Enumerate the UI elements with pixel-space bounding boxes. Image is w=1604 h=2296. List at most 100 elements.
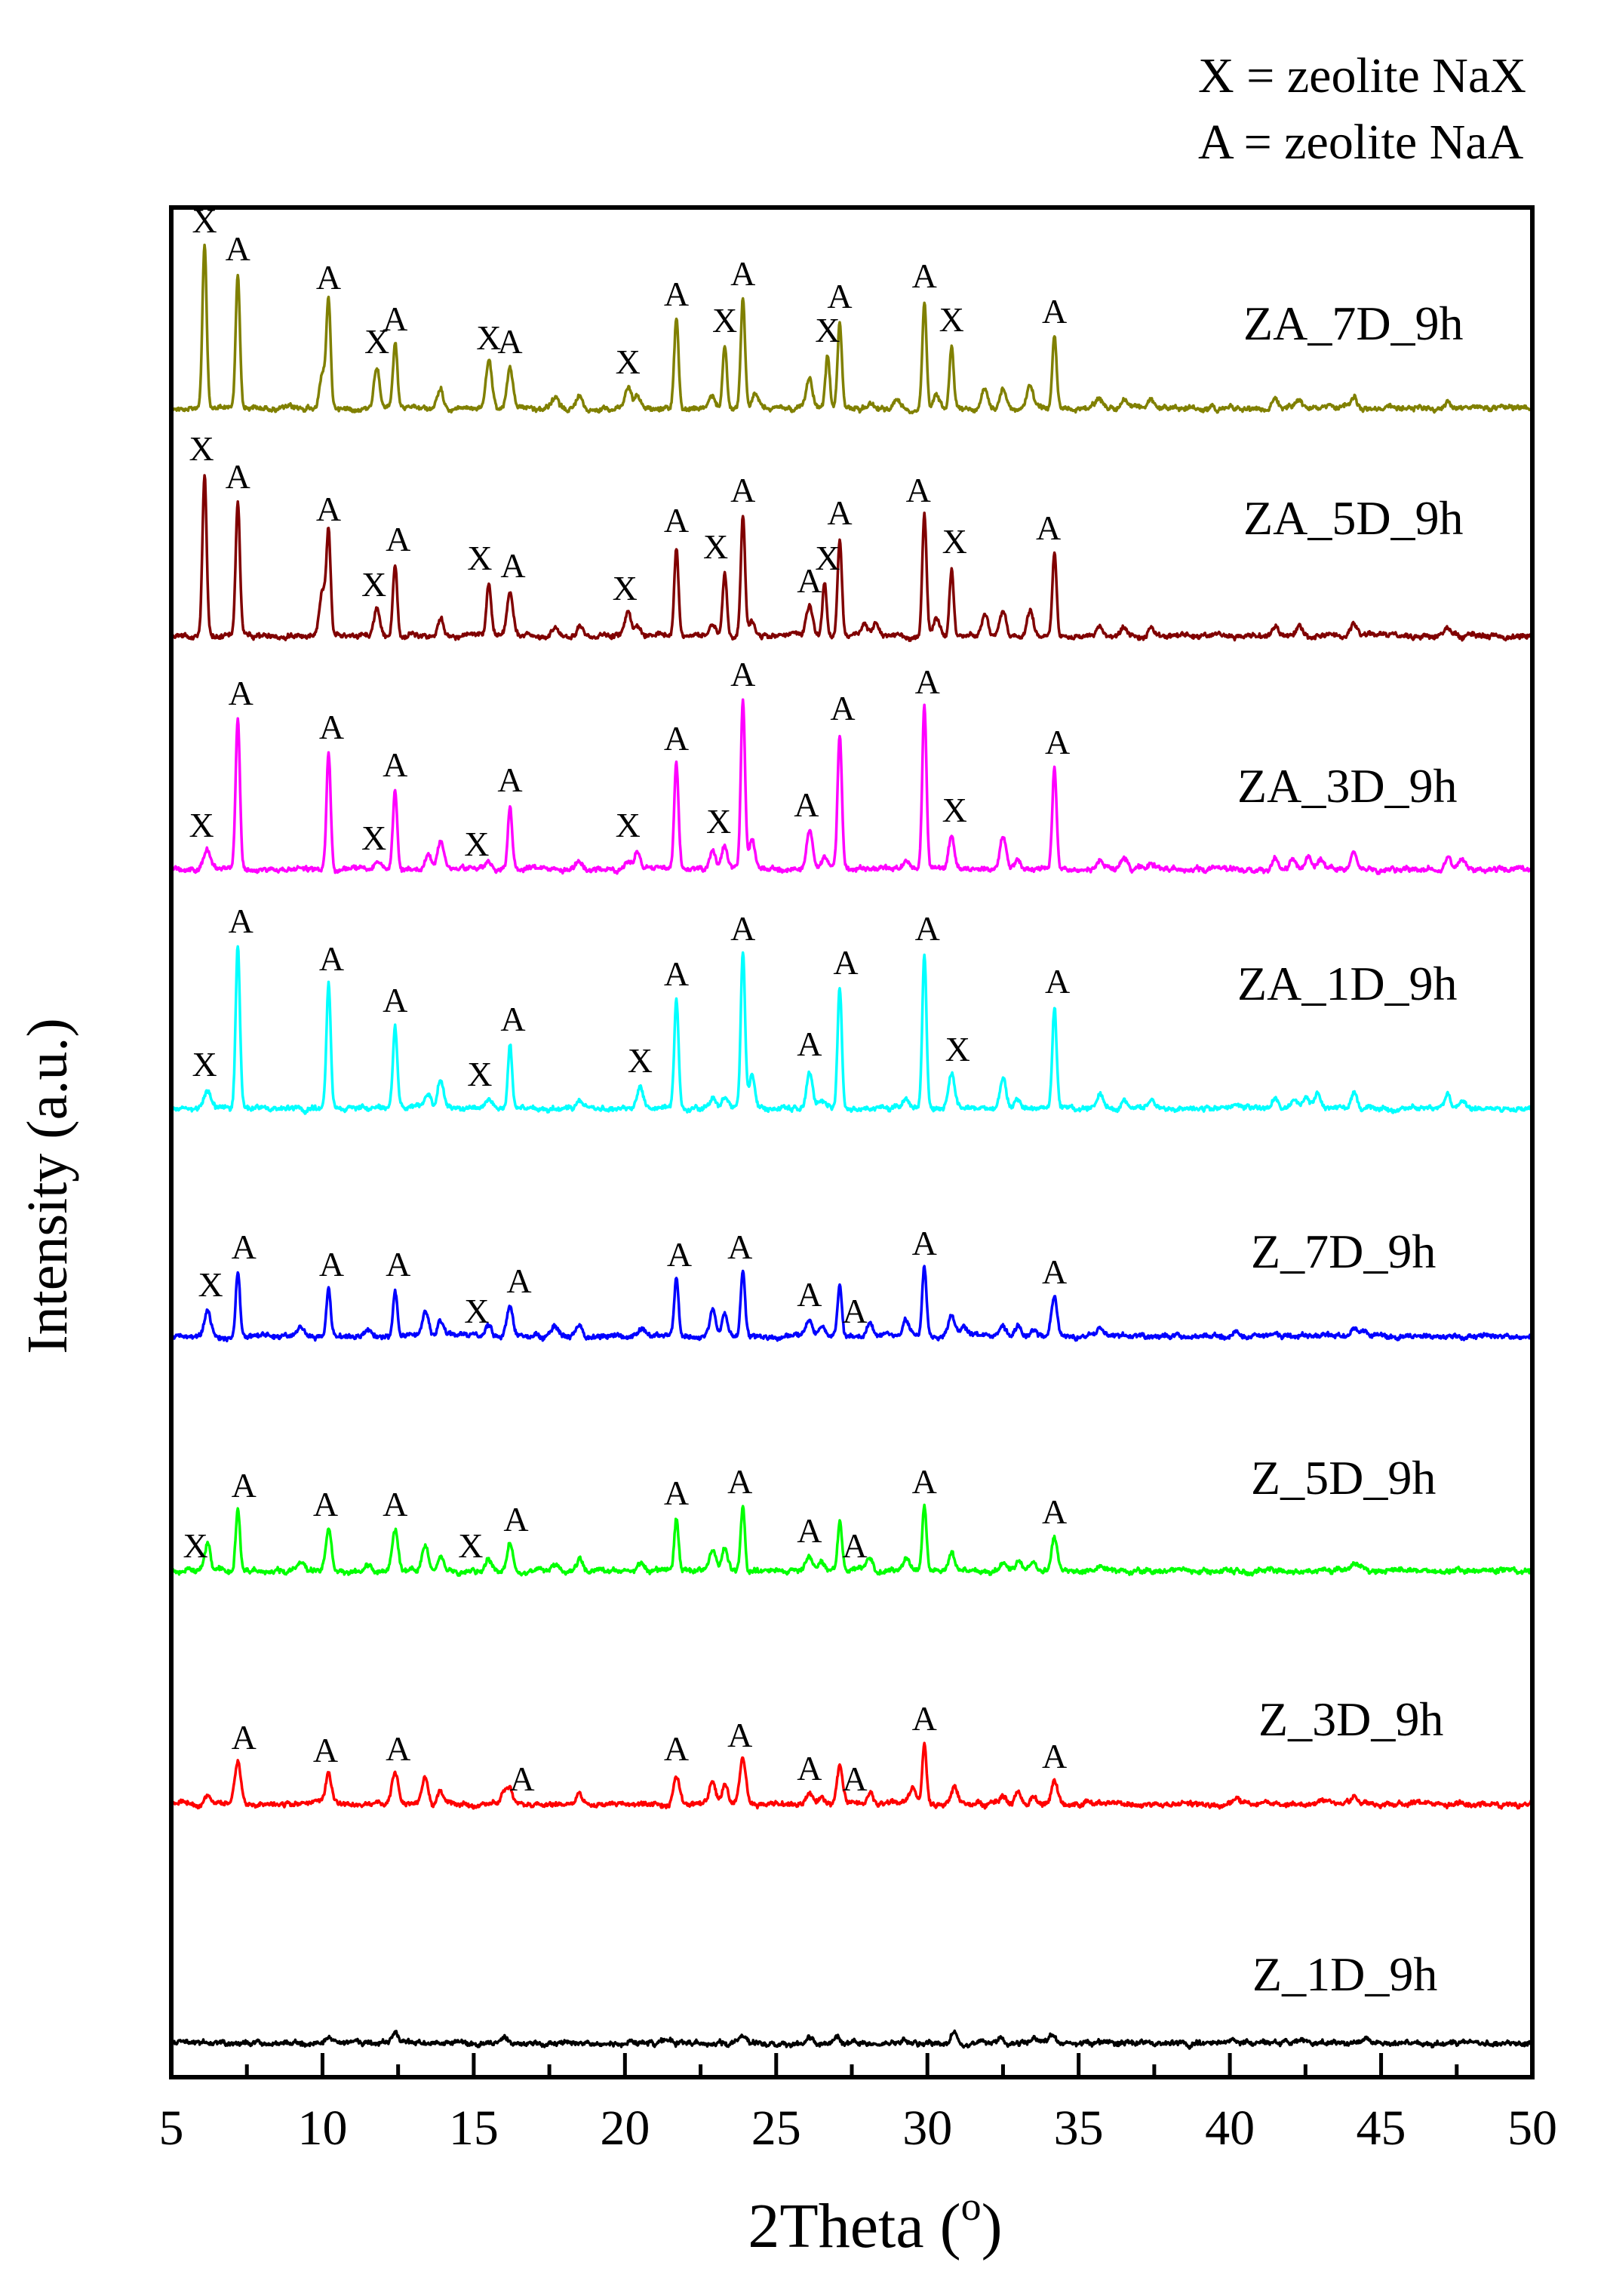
naa-marker: A (500, 1000, 525, 1038)
naa-marker: A (730, 254, 755, 293)
naa-marker: A (313, 1731, 338, 1769)
naa-marker: A (842, 1292, 867, 1330)
sample-label: Z_3D_9h (1258, 1692, 1443, 1746)
x-tick-label: 30 (902, 2101, 952, 2156)
nax-marker: X (361, 819, 386, 857)
nax-marker: X (364, 322, 389, 361)
x-axis-title: 2Theta (o) (748, 2184, 1002, 2261)
naa-marker: A (830, 689, 855, 727)
nax-marker: X (939, 300, 964, 339)
x-tick-label: 15 (449, 2101, 499, 2156)
nax-marker: X (703, 527, 728, 566)
naa-marker: A (386, 520, 410, 558)
naa-marker: A (664, 954, 689, 993)
nax-marker: X (815, 311, 840, 349)
degree-superscript: o (961, 2184, 982, 2229)
nax-marker: X (628, 1041, 653, 1080)
nax-marker: X (945, 1030, 970, 1068)
trace-z-3d-9h (170, 1741, 1533, 1810)
naa-marker: A (232, 1466, 257, 1505)
naa-marker: A (313, 1485, 338, 1523)
nax-marker: X (706, 802, 731, 841)
nax-marker: X (476, 318, 501, 357)
naa-marker: A (827, 277, 852, 315)
naa-marker: A (383, 300, 407, 338)
sample-label: Z_1D_9h (1252, 1947, 1437, 2001)
nax-marker: X (467, 1055, 492, 1093)
x-tick-label: 5 (159, 2101, 184, 2156)
trace-za-1d-9h (170, 945, 1534, 1115)
trace-za-5d-9h (170, 474, 1534, 642)
naa-marker: A (730, 655, 755, 693)
nax-marker: X (192, 1045, 217, 1083)
y-axis-title: Intensity (a.u.) (16, 1018, 79, 1354)
sample-label: ZA_7D_9h (1243, 297, 1464, 350)
trace-za-7d-9h (170, 243, 1533, 415)
naa-marker: A (229, 902, 254, 940)
nax-marker: X (613, 569, 638, 607)
x-tick-label: 50 (1507, 2101, 1557, 2156)
naa-marker: A (226, 457, 250, 496)
sample-label: Z_7D_9h (1251, 1225, 1436, 1278)
naa-marker: A (915, 662, 940, 701)
naa-marker: A (912, 257, 937, 295)
naa-marker: A (316, 490, 341, 528)
naa-marker: A (797, 561, 822, 600)
naa-marker: A (915, 909, 940, 948)
naa-marker: A (730, 471, 755, 509)
nax-marker: X (458, 1526, 483, 1565)
naa-marker: A (509, 1760, 534, 1798)
naa-marker: A (842, 1526, 867, 1565)
naa-marker: A (664, 1729, 689, 1768)
x-tick-label: 40 (1205, 2101, 1255, 2156)
nax-marker: X (616, 343, 641, 381)
nax-marker: X (467, 539, 492, 577)
naa-marker: A (232, 1718, 257, 1757)
nax-marker: X (616, 806, 641, 844)
naa-marker: A (1045, 962, 1070, 1000)
naa-marker: A (226, 229, 250, 268)
naa-marker: A (664, 719, 689, 758)
naa-marker: A (727, 1228, 752, 1266)
naa-marker: A (497, 761, 522, 799)
naa-marker: A (319, 1245, 344, 1283)
x-tick-label: 20 (600, 2101, 650, 2156)
naa-marker: A (912, 1699, 937, 1738)
naa-marker: A (664, 275, 689, 313)
naa-marker: A (912, 1462, 937, 1501)
naa-marker: A (727, 1716, 752, 1754)
naa-marker: A (319, 708, 344, 746)
nax-marker: X (361, 565, 386, 604)
naa-marker: A (1042, 292, 1067, 330)
sample-label: Z_5D_9h (1251, 1451, 1436, 1505)
trace-z-5d-9h (170, 1503, 1534, 1577)
naa-marker: A (794, 785, 819, 824)
nax-marker: X (189, 806, 214, 844)
naa-marker: A (727, 1462, 752, 1501)
naa-marker: A (797, 1025, 822, 1063)
sample-label: ZA_5D_9h (1243, 491, 1464, 545)
sample-label: ZA_1D_9h (1237, 957, 1458, 1010)
naa-marker: A (797, 1275, 822, 1314)
naa-marker: A (797, 1749, 822, 1787)
trace-z-7d-9h (170, 1265, 1534, 1343)
trace-z-1d-9h (170, 2029, 1534, 2050)
nax-marker: X (464, 1292, 489, 1330)
naa-marker: A (232, 1228, 257, 1266)
nax-marker: X (464, 825, 489, 863)
naa-marker: A (906, 471, 931, 509)
sample-label: ZA_3D_9h (1237, 759, 1458, 813)
naa-marker: A (664, 501, 689, 539)
sample-labels: ZA_7D_9h ZA_5D_9h ZA_3D_9h ZA_1D_9h Z_7D_9h Z… (1237, 297, 1464, 2001)
naa-marker: A (842, 1760, 867, 1798)
naa-marker: A (316, 258, 341, 297)
naa-marker: A (1042, 1492, 1067, 1531)
legend-line-nax: X = zeolite NaX (1198, 48, 1526, 103)
nax-marker: X (815, 539, 840, 577)
naa-marker: A (500, 546, 525, 585)
x-tick-label: 25 (751, 2101, 801, 2156)
naa-marker: A (730, 909, 755, 948)
naa-marker: A (1036, 509, 1061, 547)
